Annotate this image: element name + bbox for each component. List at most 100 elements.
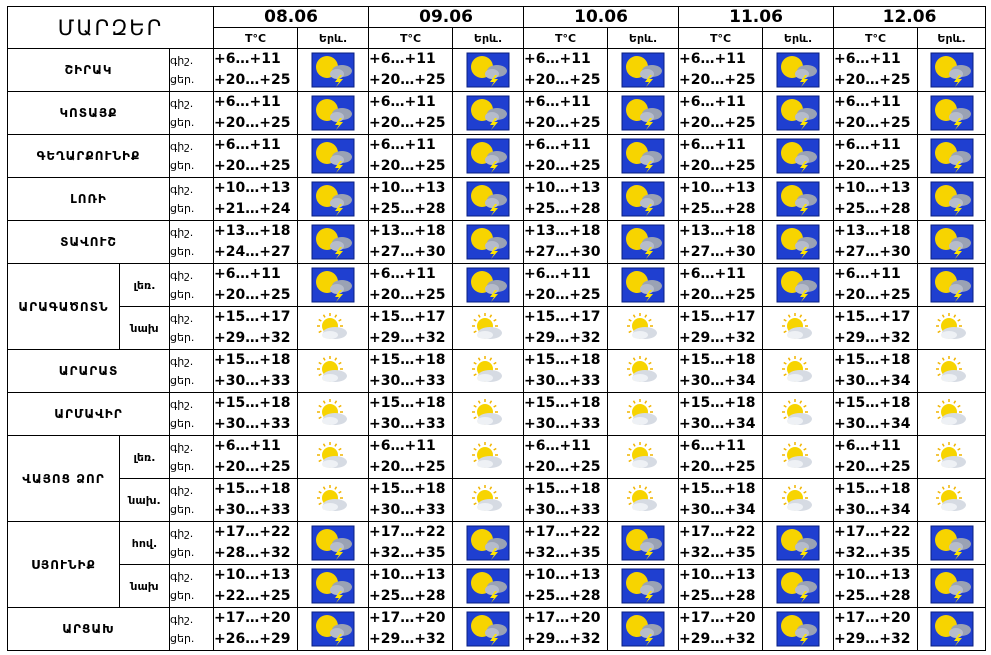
night-label: գիշ.: [170, 613, 194, 626]
day-label: ցեր.: [170, 417, 195, 430]
weather-icon-cell: [762, 564, 835, 608]
sun-cloud-icon: [764, 310, 833, 346]
region-row: ԱՐՑԱԽ գիշ. ցեր. +17…+20 +26…+29 +17…+20 +29…+3…: [7, 607, 987, 651]
day-temperature: +30…+33: [214, 416, 291, 432]
weather-icon-cell: [297, 521, 370, 565]
day-temperature: +25…+28: [524, 201, 601, 217]
night-temperature: +15…+18: [524, 481, 601, 497]
weather-header: Երև.: [297, 27, 370, 49]
night-temperature: +13…+18: [834, 223, 911, 239]
day-temperature: +20…+25: [679, 459, 756, 475]
thunderstorm-icon: [299, 224, 368, 260]
day-temperature: +20…+25: [214, 287, 291, 303]
time-of-day-label: գիշ. ցեր.: [168, 263, 215, 307]
night-temperature: +6…+11: [834, 94, 901, 110]
day-temperature: +30…+34: [834, 502, 911, 518]
time-of-day-label: գիշ. ցեր.: [168, 392, 215, 436]
thunderstorm-icon: [454, 138, 523, 174]
thunderstorm-icon: [764, 267, 833, 303]
region-row: ՎԱՅՈՑ ՁՈՐ լեռ. գիշ. ցեր. +6…+11 +20…+25 +6…+11…: [7, 435, 987, 522]
temperature-cell: +17…+20 +29…+32: [678, 607, 764, 651]
thunderstorm-icon: [764, 181, 833, 217]
night-temperature: +13…+18: [524, 223, 601, 239]
time-of-day-label: գիշ. ցեր.: [168, 220, 215, 264]
weather-icon-cell: [762, 435, 835, 479]
night-temperature: +13…+18: [679, 223, 756, 239]
day-temperature: +27…+30: [679, 244, 756, 260]
thunderstorm-icon: [299, 267, 368, 303]
region-name: ԱՐՑԱԽ: [7, 607, 170, 651]
temperature-cell: +13…+18 +27…+30: [523, 220, 609, 264]
day-temperature: +32…+35: [524, 545, 601, 561]
thunderstorm-icon: [919, 267, 985, 303]
region-row: ԱՐՄԱՎԻՐ գիշ. ցեր. +15…+18 +30…+33 +15…+18 +30……: [7, 392, 987, 436]
thunderstorm-icon: [764, 138, 833, 174]
weather-icon-cell: [452, 349, 525, 393]
night-temperature: +15…+18: [679, 481, 756, 497]
temperature-cell: +17…+20 +26…+29: [213, 607, 299, 651]
temperature-cell: +6…+11 +20…+25: [523, 91, 609, 135]
region-name: ԿՈՏԱՅՔ: [7, 91, 170, 135]
temperature-cell: +6…+11 +20…+25: [833, 134, 919, 178]
time-of-day-label: գիշ. ցեր.: [168, 48, 215, 92]
weather-icon-cell: [607, 478, 680, 522]
night-temperature: +10…+13: [834, 180, 911, 196]
day-label: ցեր.: [170, 589, 195, 602]
night-temperature: +6…+11: [369, 51, 436, 67]
temperature-cell: +6…+11 +20…+25: [678, 134, 764, 178]
weather-icon-cell: [917, 306, 987, 350]
weather-icon-cell: [917, 564, 987, 608]
thunderstorm-icon: [299, 525, 368, 561]
night-temperature: +15…+18: [214, 352, 291, 368]
sun-cloud-icon: [299, 482, 368, 518]
weather-icon-cell: [297, 263, 370, 307]
night-temperature: +15…+18: [679, 395, 756, 411]
day-temperature: +27…+30: [524, 244, 601, 260]
sun-cloud-icon: [609, 482, 678, 518]
time-of-day-label: գիշ. ցեր.: [168, 564, 215, 608]
day-temperature: +29…+32: [369, 330, 446, 346]
day-temperature: +30…+33: [524, 502, 601, 518]
night-temperature: +10…+13: [524, 567, 601, 583]
night-label: գիշ.: [170, 183, 194, 196]
temperature-cell: +17…+20 +29…+32: [833, 607, 919, 651]
time-of-day-label: գիշ. ցեր.: [168, 134, 215, 178]
weather-icon-cell: [762, 263, 835, 307]
region-row: ԱՐԱՐԱՏ գիշ. ցեր. +15…+18 +30…+33 +15…+18 +30…+…: [7, 349, 987, 393]
forecast-table: ՄԱՐԶԵՐ 08.06 09.06 10.06 11.06 12.06 T°C…: [6, 6, 987, 651]
weather-icon-cell: [452, 521, 525, 565]
day-temperature: +29…+32: [679, 631, 756, 647]
night-temperature: +17…+20: [369, 610, 446, 626]
weather-icon-cell: [917, 392, 987, 436]
night-label: գիշ.: [170, 355, 194, 368]
temperature-cell: +10…+13 +25…+28: [833, 177, 919, 221]
weather-icon-cell: [607, 48, 680, 92]
temperature-cell: +6…+11 +20…+25: [678, 91, 764, 135]
weather-icon-cell: [452, 91, 525, 135]
weather-icon-cell: [297, 134, 370, 178]
temperature-cell: +15…+18 +30…+33: [368, 478, 454, 522]
temperature-cell: +15…+18 +30…+34: [678, 478, 764, 522]
day-temperature: +29…+32: [834, 631, 911, 647]
temperature-cell: +17…+22 +28…+32: [213, 521, 299, 565]
weather-icon-cell: [917, 435, 987, 479]
day-label: ցեր.: [170, 116, 195, 129]
night-temperature: +6…+11: [214, 266, 281, 282]
temperature-cell: +6…+11 +20…+25: [678, 263, 764, 307]
temperature-cell: +6…+11 +20…+25: [368, 134, 454, 178]
time-of-day-label: գիշ. ցեր.: [168, 306, 215, 350]
weather-icon-cell: [917, 478, 987, 522]
temperature-cell: +17…+22 +32…+35: [833, 521, 919, 565]
region-row: ՇԻՐԱԿ գիշ. ցեր. +6…+11 +20…+25 +6…+11 +20…+25 +…: [7, 48, 987, 92]
temperature-cell: +6…+11 +20…+25: [833, 91, 919, 135]
temperature-cell: +6…+11 +20…+25: [368, 48, 454, 92]
night-temperature: +15…+17: [524, 309, 601, 325]
region-name: ԱՐՄԱՎԻՐ: [7, 392, 170, 436]
day-temperature: +29…+32: [834, 330, 911, 346]
day-temperature: +32…+35: [834, 545, 911, 561]
thunderstorm-icon: [609, 267, 678, 303]
weather-icon-cell: [762, 607, 835, 651]
night-temperature: +6…+11: [369, 137, 436, 153]
night-temperature: +13…+18: [214, 223, 291, 239]
temperature-cell: +10…+13 +25…+28: [678, 177, 764, 221]
